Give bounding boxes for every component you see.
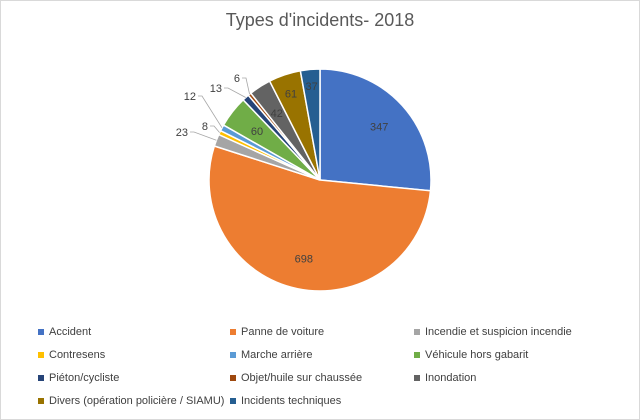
legend-swatch — [230, 375, 236, 381]
data-label-objet-huile-sur-chaussee: 6 — [234, 73, 240, 85]
legend-swatch — [414, 375, 420, 381]
data-label-divers-operation-policiere-siamu: 61 — [285, 89, 297, 101]
data-label-pieton-cycliste: 13 — [210, 83, 222, 95]
legend-label: Inondation — [425, 372, 477, 384]
legend-item-contresens: Contresens — [38, 349, 105, 361]
data-label-contresens: 8 — [202, 121, 208, 133]
data-label-accident: 347 — [370, 121, 388, 133]
legend-item-marche-arriere: Marche arrière — [230, 349, 313, 361]
legend-swatch — [230, 352, 236, 358]
data-label-incidents-techniques: 37 — [305, 81, 317, 93]
legend-swatch — [38, 398, 44, 404]
legend-label: Accident — [49, 326, 92, 338]
legend-swatch — [38, 375, 44, 381]
leader-line-incendie-et-suspicion-incendie — [190, 131, 217, 141]
legend-item-objet-huile-sur-chaussee: Objet/huile sur chaussée — [230, 372, 362, 384]
chart-title: Types d'incidents- 2018 — [225, 10, 415, 30]
leader-line-pieton-cycliste — [224, 87, 246, 98]
data-label-marche-arriere: 12 — [184, 91, 196, 103]
legend-swatch — [230, 329, 236, 335]
legend-item-divers-operation-policiere-siamu: Divers (opération policière / SIAMU) — [38, 395, 224, 407]
legend-item-incidents-techniques: Incidents techniques — [230, 395, 341, 407]
data-label-vehicule-hors-gabarit: 60 — [251, 126, 263, 138]
legend-swatch — [414, 352, 420, 358]
legend-item-accident: Accident — [38, 326, 91, 338]
leader-line-objet-huile-sur-chaussee — [242, 77, 250, 95]
legend-item-incendie-et-suspicion-incendie: Incendie et suspicion incendie — [414, 326, 572, 338]
legend-item-pieton-cycliste: Piéton/cycliste — [38, 372, 119, 384]
pie-slice-accident — [319, 68, 432, 192]
legend-label: Objet/huile sur chaussée — [241, 372, 363, 384]
leader-line-marche-arriere — [198, 95, 223, 129]
legend-swatch — [230, 398, 236, 404]
legend-item-inondation: Inondation — [414, 372, 476, 384]
legend-label: Incidents techniques — [241, 395, 342, 407]
legend-label: Incendie et suspicion incendie — [425, 326, 572, 338]
legend-label: Piéton/cycliste — [49, 372, 120, 384]
legend-swatch — [38, 352, 44, 358]
pie-slice-incidents-techniques — [299, 68, 321, 181]
legend-label: Divers (opération policière / SIAMU) — [49, 395, 225, 407]
legend-label: Contresens — [49, 349, 106, 361]
legend-label: Marche arrière — [241, 349, 313, 361]
legend-label: Panne de voiture — [241, 326, 325, 338]
legend-swatch — [414, 329, 420, 335]
legend-label: Véhicule hors gabarit — [425, 349, 529, 361]
legend-item-panne-de-voiture: Panne de voiture — [230, 326, 324, 338]
legend-item-vehicule-hors-gabarit: Véhicule hors gabarit — [414, 349, 528, 361]
data-label-panne-de-voiture: 698 — [295, 253, 313, 265]
legend-swatch — [38, 329, 44, 335]
pie-slice-panne-de-voiture — [208, 145, 432, 292]
data-label-incendie-et-suspicion-incendie: 23 — [176, 127, 188, 139]
data-label-inondation: 42 — [271, 108, 283, 120]
leader-line-contresens — [210, 125, 220, 133]
